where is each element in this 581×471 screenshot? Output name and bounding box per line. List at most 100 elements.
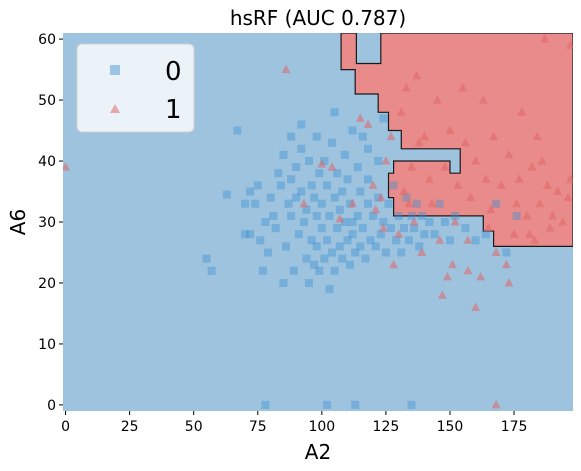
point-class-1 (435, 235, 445, 244)
point-class-0 (315, 169, 324, 178)
point-class-0 (246, 230, 255, 239)
point-class-1 (504, 149, 514, 159)
point-class-1 (378, 223, 388, 232)
x-axis-ticks: 0 25 50 75 100 125 150 175 (61, 411, 527, 435)
point-class-0 (320, 254, 329, 263)
point-class-1 (489, 131, 499, 141)
point-class-1 (486, 204, 496, 214)
point-class-0 (358, 132, 367, 141)
point-class-0 (333, 224, 342, 233)
y-tick-label: 40 (38, 154, 56, 170)
point-class-0 (269, 211, 278, 220)
y-tick-label: 10 (38, 337, 56, 353)
point-class-1 (527, 162, 537, 171)
point-class-1 (407, 162, 416, 171)
point-class-0 (241, 230, 249, 239)
point-class-1 (427, 198, 437, 208)
point-class-0 (358, 224, 367, 233)
point-class-1 (463, 265, 473, 275)
point-class-1 (545, 223, 555, 232)
data-points (63, 34, 573, 409)
point-class-1 (478, 95, 488, 104)
point-class-0 (246, 187, 255, 196)
y-tick-label: 30 (38, 215, 56, 231)
point-class-0 (371, 242, 380, 251)
x-tick-label: 75 (249, 419, 267, 435)
point-class-0 (348, 126, 357, 135)
point-class-0 (379, 218, 388, 226)
x-tick-label: 0 (61, 419, 70, 435)
x-axis-label: A2 (305, 440, 331, 464)
point-class-1 (355, 113, 365, 122)
point-class-0 (297, 144, 306, 153)
point-class-0 (343, 175, 352, 184)
point-class-0 (351, 248, 360, 257)
point-class-1 (512, 198, 522, 208)
point-class-0 (261, 218, 270, 226)
point-class-1 (530, 235, 540, 244)
point-class-1 (432, 95, 442, 104)
point-class-1 (450, 217, 460, 226)
point-class-0 (492, 199, 501, 208)
point-class-0 (279, 150, 288, 159)
point-class-1 (442, 271, 452, 281)
point-class-0 (407, 211, 416, 220)
point-class-1 (396, 107, 406, 116)
point-class-0 (256, 236, 265, 245)
point-class-0 (451, 211, 460, 220)
point-class-1 (565, 40, 573, 49)
point-class-0 (502, 248, 511, 257)
point-class-0 (289, 266, 298, 275)
point-class-1 (481, 174, 491, 183)
point-class-1 (537, 156, 547, 165)
chart-title: hsRF (AUC 0.787) (230, 6, 406, 30)
point-class-0 (241, 199, 249, 208)
point-class-0 (323, 400, 331, 409)
point-class-0 (353, 163, 362, 172)
point-class-0 (279, 279, 288, 287)
point-class-0 (405, 236, 413, 245)
point-class-0 (276, 181, 285, 190)
point-class-0 (264, 248, 272, 257)
point-class-0 (307, 236, 316, 245)
point-class-0 (346, 260, 354, 269)
point-class-0 (330, 108, 339, 117)
point-class-0 (328, 138, 337, 147)
point-class-1 (453, 180, 463, 189)
y-axis-ticks: 0 10 20 30 40 50 60 (38, 32, 63, 414)
point-class-1 (399, 186, 409, 195)
point-class-0 (258, 266, 267, 275)
point-class-0 (351, 400, 360, 409)
point-class-0 (412, 199, 421, 208)
point-class-0 (435, 199, 444, 208)
point-class-1 (540, 34, 550, 43)
point-class-0 (335, 242, 344, 251)
point-class-1 (368, 180, 378, 189)
point-class-0 (340, 150, 349, 159)
point-class-0 (310, 193, 319, 202)
point-class-0 (430, 230, 439, 239)
legend-label-1: 1 (165, 95, 182, 125)
point-class-0 (305, 157, 313, 165)
point-class-1 (535, 198, 545, 208)
point-class-1 (394, 229, 404, 238)
point-class-0 (353, 211, 362, 220)
point-class-0 (338, 254, 347, 263)
point-class-1 (381, 156, 391, 165)
point-class-1 (448, 259, 457, 269)
point-class-0 (356, 242, 365, 251)
point-class-0 (364, 144, 372, 153)
point-class-1 (63, 162, 71, 171)
point-class-1 (514, 174, 524, 183)
decision-region (340, 33, 573, 247)
point-class-1 (565, 174, 573, 183)
point-class-1 (389, 259, 399, 269)
x-tick-label: 50 (185, 419, 203, 435)
point-class-1 (491, 399, 501, 409)
point-class-0 (317, 199, 326, 208)
point-class-0 (328, 248, 337, 257)
point-class-0 (282, 242, 290, 251)
point-class-0 (384, 199, 393, 208)
point-class-1 (501, 259, 511, 269)
point-class-1 (548, 210, 557, 220)
